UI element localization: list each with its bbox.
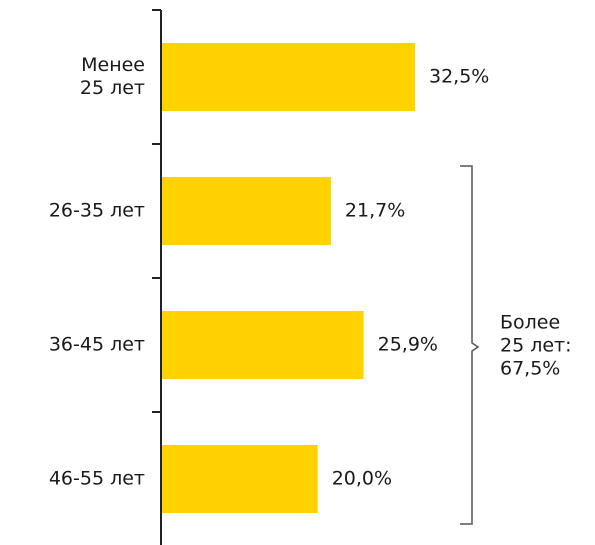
bar — [162, 311, 364, 379]
value-label: 21,7% — [344, 199, 406, 222]
category-label: 26-35 лет — [48, 199, 145, 222]
bar — [162, 43, 415, 111]
category-label: 46-55 лет — [48, 467, 145, 490]
value-label: 25,9% — [377, 333, 438, 356]
value-label: 20,0% — [331, 467, 393, 490]
value-label: 32,5% — [429, 65, 490, 88]
category-label: Менее 25 лет — [79, 54, 145, 99]
bracket — [460, 165, 480, 525]
category-label: 36-45 лет — [48, 333, 145, 356]
annotation: Более 25 лет: 67,5% — [500, 311, 572, 380]
bar — [162, 445, 318, 513]
bar — [162, 177, 331, 245]
